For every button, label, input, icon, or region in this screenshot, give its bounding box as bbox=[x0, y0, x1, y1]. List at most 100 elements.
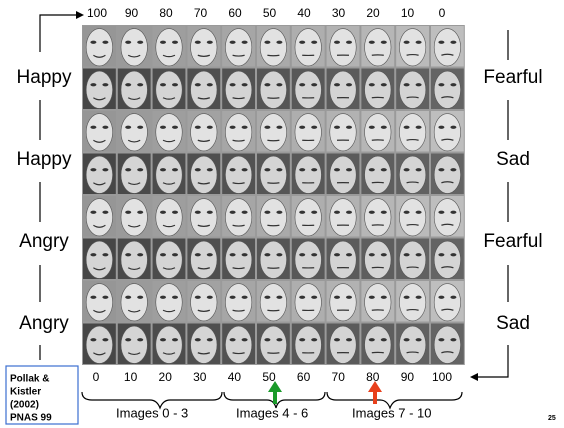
eye bbox=[334, 83, 340, 87]
eye bbox=[311, 168, 318, 172]
eye bbox=[241, 338, 248, 342]
eye bbox=[172, 210, 178, 214]
eye bbox=[102, 253, 109, 257]
top-scale-label: 50 bbox=[263, 6, 277, 20]
eye bbox=[125, 168, 132, 172]
eye bbox=[380, 125, 387, 129]
mouth bbox=[197, 139, 211, 142]
mouth bbox=[232, 182, 245, 185]
arrow-head bbox=[470, 373, 478, 381]
top-scale-label: 0 bbox=[439, 6, 446, 20]
eye bbox=[264, 40, 271, 44]
eye bbox=[380, 40, 387, 44]
eye bbox=[346, 253, 352, 257]
eye bbox=[229, 125, 236, 129]
face bbox=[364, 240, 392, 279]
face bbox=[329, 325, 357, 364]
eye bbox=[264, 253, 271, 257]
bottom-scale-label: 20 bbox=[159, 370, 173, 384]
face bbox=[225, 70, 253, 109]
eye bbox=[334, 168, 340, 172]
left-emotion: Happy bbox=[17, 149, 72, 170]
face bbox=[225, 325, 253, 364]
eye bbox=[368, 210, 375, 214]
eye bbox=[264, 295, 271, 299]
eye bbox=[137, 210, 144, 214]
eye bbox=[160, 40, 166, 44]
eye bbox=[206, 295, 213, 299]
eye bbox=[276, 168, 283, 172]
eye bbox=[194, 168, 201, 172]
mouth bbox=[406, 96, 419, 99]
eye bbox=[438, 168, 445, 172]
mouth bbox=[406, 53, 419, 56]
eye bbox=[194, 40, 201, 44]
face bbox=[190, 70, 218, 109]
face bbox=[399, 28, 427, 67]
eye bbox=[172, 40, 178, 44]
eye bbox=[415, 168, 422, 172]
face bbox=[294, 325, 322, 364]
eye bbox=[160, 168, 166, 172]
face bbox=[294, 283, 322, 322]
eye bbox=[415, 253, 422, 257]
bottom-scale-label: 70 bbox=[332, 370, 346, 384]
face bbox=[329, 28, 357, 67]
eye bbox=[125, 125, 132, 129]
eye bbox=[380, 338, 387, 342]
face bbox=[294, 240, 322, 279]
eye bbox=[276, 253, 283, 257]
eye bbox=[334, 40, 340, 44]
page-number: 25 bbox=[548, 415, 556, 422]
face bbox=[155, 70, 183, 109]
red-arrow-head bbox=[368, 381, 382, 392]
eye bbox=[334, 338, 340, 342]
mouth bbox=[93, 352, 106, 356]
mouth bbox=[162, 97, 176, 100]
eye bbox=[125, 83, 132, 87]
face bbox=[294, 28, 322, 67]
face bbox=[259, 155, 287, 194]
eye bbox=[450, 210, 457, 214]
top-scale-label: 30 bbox=[332, 6, 346, 20]
eye bbox=[241, 295, 248, 299]
mouth bbox=[441, 266, 454, 269]
eye bbox=[206, 83, 213, 87]
face bbox=[294, 113, 322, 152]
arrow-head bbox=[76, 11, 84, 19]
eye bbox=[172, 253, 178, 257]
eye bbox=[229, 338, 236, 342]
face bbox=[259, 198, 287, 237]
eye bbox=[403, 295, 410, 299]
mouth bbox=[127, 54, 141, 58]
group-label: Images 0 - 3 bbox=[116, 405, 188, 420]
eye bbox=[415, 83, 422, 87]
bottom-scale-label: 50 bbox=[262, 370, 276, 384]
face bbox=[155, 240, 183, 279]
mouth bbox=[232, 97, 245, 100]
face bbox=[225, 113, 253, 152]
eye bbox=[125, 253, 132, 257]
eye bbox=[264, 83, 271, 87]
mouth bbox=[162, 352, 176, 355]
eye bbox=[206, 125, 213, 129]
face bbox=[85, 198, 113, 237]
face bbox=[85, 325, 113, 364]
face bbox=[329, 198, 357, 237]
eye bbox=[241, 210, 248, 214]
eye bbox=[194, 253, 201, 257]
face bbox=[399, 325, 427, 364]
face bbox=[155, 155, 183, 194]
eye bbox=[102, 40, 109, 44]
face bbox=[433, 198, 461, 237]
face bbox=[155, 283, 183, 322]
eye bbox=[90, 168, 97, 172]
face bbox=[399, 198, 427, 237]
face bbox=[225, 198, 253, 237]
left-emotion: Angry bbox=[19, 313, 69, 334]
face bbox=[329, 155, 357, 194]
eye bbox=[241, 253, 248, 257]
eye bbox=[90, 125, 97, 129]
eye bbox=[334, 295, 340, 299]
